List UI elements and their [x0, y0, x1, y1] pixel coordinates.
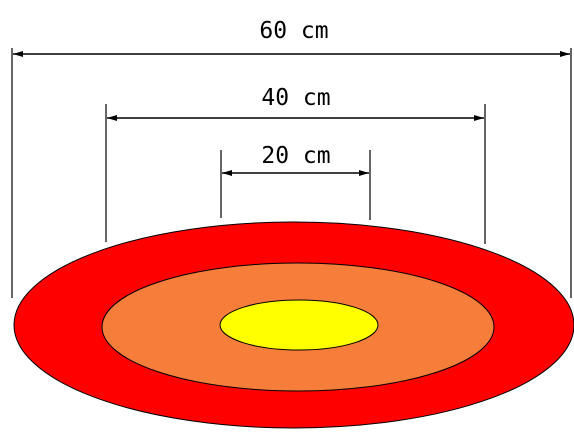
center-zone-ellipse: [219, 299, 379, 351]
inner-diameter-label: 20 cm: [261, 143, 330, 169]
extension-lines: [11, 48, 572, 298]
middle-diameter-label: 40 cm: [261, 85, 330, 111]
outer-diameter-label: 60 cm: [259, 18, 328, 44]
dimension-lines: [13, 51, 570, 176]
